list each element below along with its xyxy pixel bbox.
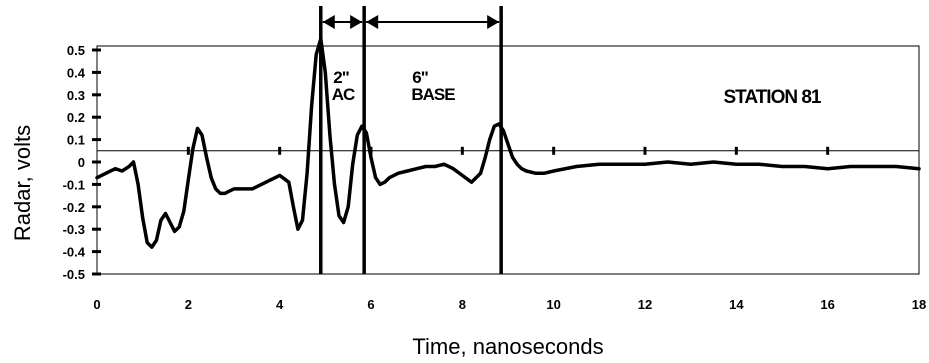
x-tick-label: 0 <box>93 297 100 312</box>
y-tick-label: -0.3 <box>63 222 85 237</box>
y-axis-title: Radar, volts <box>10 125 35 241</box>
x-tick-label: 18 <box>912 297 926 312</box>
x-axis-ticks: 0 2 4 6 8 10 12 14 16 18 <box>93 297 926 312</box>
y-tick-label: 0.3 <box>67 88 85 103</box>
ac-arrow-head-left <box>322 15 335 29</box>
y-tick-label: 0.4 <box>67 65 86 80</box>
y-axis-ticks: 0.5 0.4 0.3 0.2 0.1 0 -0.1 -0.2 -0.3 -0.4 -0.5 <box>63 43 101 282</box>
x-tick-label: 8 <box>459 297 466 312</box>
series-line <box>95 37 921 249</box>
series-layer <box>95 37 921 249</box>
base-arrow-head-left <box>366 15 379 29</box>
base-arrow-head-right <box>487 15 500 29</box>
y-tick-label: -0.2 <box>63 200 85 215</box>
y-tick-label: -0.4 <box>63 245 86 260</box>
x-tick-label: 2 <box>185 297 192 312</box>
y-tick-label: -0.1 <box>63 177 85 192</box>
y-tick-label: -0.5 <box>63 267 85 282</box>
base-label: BASE <box>411 85 455 104</box>
x-tick-label: 10 <box>546 297 560 312</box>
plot-area-frame <box>96 45 920 275</box>
x-axis-title: Time, nanoseconds <box>412 334 603 359</box>
x-tick-label: 4 <box>276 297 284 312</box>
x-tick-label: 14 <box>729 297 744 312</box>
thickness-arrows <box>322 15 500 29</box>
x-tick-label: 6 <box>367 297 374 312</box>
x-tick-label: 12 <box>638 297 652 312</box>
ac-label: AC <box>332 85 355 104</box>
y-tick-label: 0.5 <box>67 43 85 58</box>
base-thickness-label: 6" <box>412 68 428 87</box>
ac-arrow-head-right <box>350 15 363 29</box>
ac-thickness-label: 2" <box>333 68 349 87</box>
station-label: STATION 81 <box>724 87 822 108</box>
y-tick-label: 0 <box>78 155 85 170</box>
y-tick-label: 0.1 <box>67 133 85 148</box>
y-tick-label: 0.2 <box>67 110 85 125</box>
x-tick-label: 16 <box>820 297 834 312</box>
